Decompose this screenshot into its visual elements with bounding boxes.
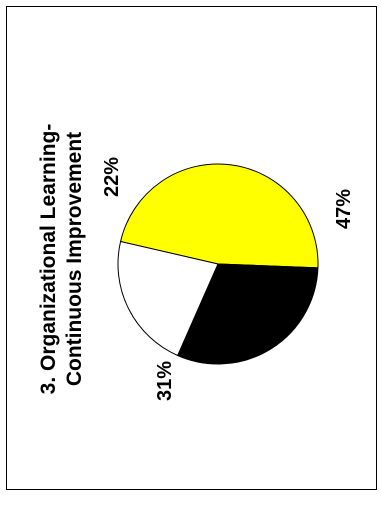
slice-label-47: 47% <box>333 189 355 229</box>
chart-title-line-1: 3. Organizational Learning- <box>37 124 60 395</box>
chart-frame <box>6 6 377 490</box>
slice-label-31: 31% <box>154 361 176 401</box>
pie-slices <box>117 163 319 365</box>
slice-label-22: 22% <box>101 157 123 197</box>
pie-slice-31 <box>176 263 319 365</box>
pie-slice-22 <box>117 240 219 357</box>
chart-title-line-2: Continuous Improvement <box>63 132 86 386</box>
pie-slice-47 <box>119 163 319 269</box>
